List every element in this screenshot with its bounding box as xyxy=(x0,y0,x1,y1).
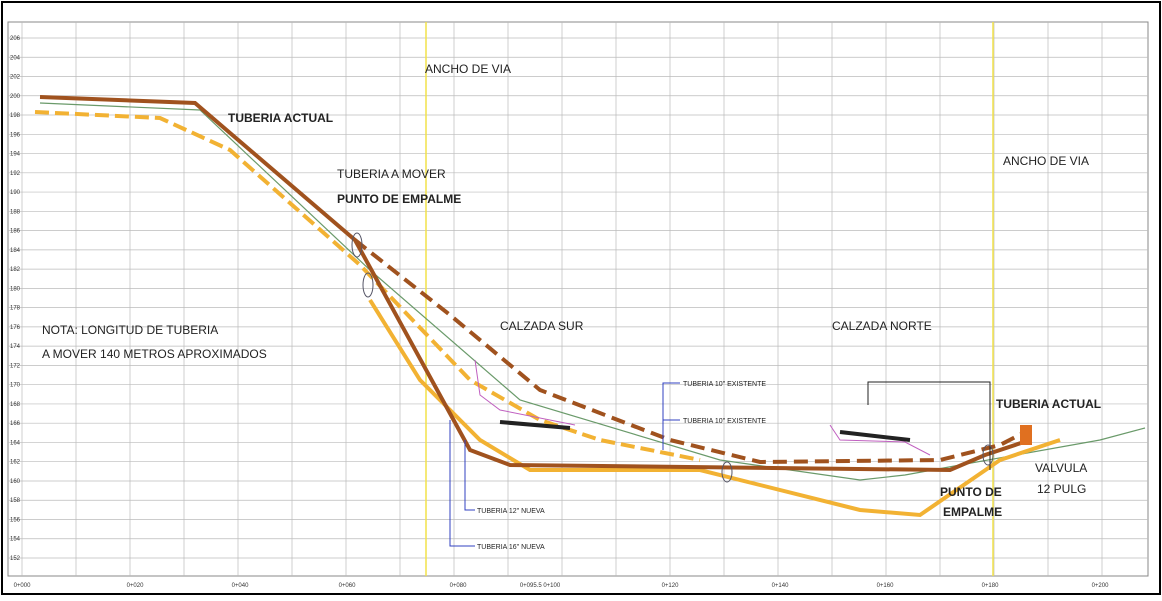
x-axis-label: 0+060 xyxy=(339,583,357,589)
label: PUNTO DE xyxy=(940,485,1002,499)
callout xyxy=(867,381,991,470)
y-axis-label: 206 xyxy=(10,36,21,42)
x-axis-label: 0+000 xyxy=(14,583,32,589)
joint xyxy=(721,461,733,483)
x-axis-label: 0+020 xyxy=(127,583,145,589)
pipe-actual xyxy=(39,95,1031,473)
y-axis-label: 152 xyxy=(10,556,21,562)
label: CALZADA NORTE xyxy=(832,319,932,333)
y-axis-label: 188 xyxy=(10,209,21,215)
y-axis-label: 172 xyxy=(10,363,21,369)
y-axis-label: 170 xyxy=(10,383,21,389)
joint xyxy=(351,232,363,258)
joint xyxy=(982,444,994,466)
road-section xyxy=(474,359,576,426)
note: A MOVER 140 METROS APROXIMADOS xyxy=(42,347,267,361)
y-axis-label: 178 xyxy=(10,306,21,312)
label: TUBERIA A MOVER xyxy=(337,167,446,181)
x-axis-label: 0+040 xyxy=(232,583,250,589)
valve xyxy=(1020,425,1032,445)
x-axis-label: 0+080 xyxy=(450,583,468,589)
label: TUBERIA 12" NUEVA xyxy=(477,508,545,515)
note: NOTA: LONGITUD DE TUBERIA xyxy=(42,323,218,337)
y-axis-label: 154 xyxy=(10,537,21,543)
y-axis-label: 186 xyxy=(10,229,21,235)
label: TUBERIA 16" NUEVA xyxy=(477,544,545,551)
y-axis-label: 164 xyxy=(10,440,21,446)
leader xyxy=(449,420,475,547)
y-axis-label: 180 xyxy=(10,286,21,292)
y-axis-label: 162 xyxy=(10,460,21,466)
pipe-dashed-orange xyxy=(34,110,701,462)
y-axis-label: 158 xyxy=(10,498,21,504)
road-surface xyxy=(499,420,571,430)
label: TUBERIA ACTUAL xyxy=(996,397,1101,411)
joint xyxy=(362,272,374,298)
y-axis-label: 168 xyxy=(10,402,21,408)
y-axis-label: 190 xyxy=(10,190,21,196)
label: EMPALME xyxy=(943,505,1002,519)
label: 12 PULG xyxy=(1037,482,1086,496)
y-axis-label: 174 xyxy=(10,344,21,350)
y-axis-label: 196 xyxy=(10,132,21,138)
label: ANCHO DE VIA xyxy=(1003,154,1089,168)
y-axis-label: 176 xyxy=(10,325,21,331)
label: ANCHO DE VIA xyxy=(425,62,511,76)
y-axis-label: 202 xyxy=(10,75,21,81)
label: CALZADA SUR xyxy=(500,319,584,333)
y-axis-label: 184 xyxy=(10,248,21,254)
label: TUBERIA 10" EXISTENTE xyxy=(683,418,766,425)
label: PUNTO DE EMPALME xyxy=(337,192,461,206)
label: TUBERIA ACTUAL xyxy=(228,111,333,125)
x-axis-label: 0+120 xyxy=(662,583,680,589)
leader xyxy=(662,382,680,450)
y-axis-label: 198 xyxy=(10,113,21,119)
y-axis-label: 192 xyxy=(10,171,21,177)
x-axis-label: 0+200 xyxy=(1092,583,1110,589)
road-section xyxy=(829,424,931,456)
x-axis-label: 0+160 xyxy=(877,583,895,589)
label: VALVULA xyxy=(1035,461,1087,475)
x-axis-label: 0+095.5 0+100 xyxy=(520,583,561,589)
y-axis-label: 194 xyxy=(10,152,21,158)
y-axis-label: 166 xyxy=(10,421,21,427)
x-axis-label: 0+180 xyxy=(982,583,1000,589)
plot-frame xyxy=(7,21,1149,577)
y-axis-label: 200 xyxy=(10,94,21,100)
grid xyxy=(8,22,1148,576)
y-axis-label: 156 xyxy=(10,517,21,523)
x-axis-label: 0+140 xyxy=(772,583,790,589)
label: TUBERIA 10" EXISTENTE xyxy=(683,381,766,388)
y-axis-label: 182 xyxy=(10,267,21,273)
y-axis-label: 204 xyxy=(10,55,21,61)
road-surface xyxy=(839,430,911,442)
y-axis-label: 160 xyxy=(10,479,21,485)
leader xyxy=(464,440,475,511)
pipe-new xyxy=(368,298,1061,518)
